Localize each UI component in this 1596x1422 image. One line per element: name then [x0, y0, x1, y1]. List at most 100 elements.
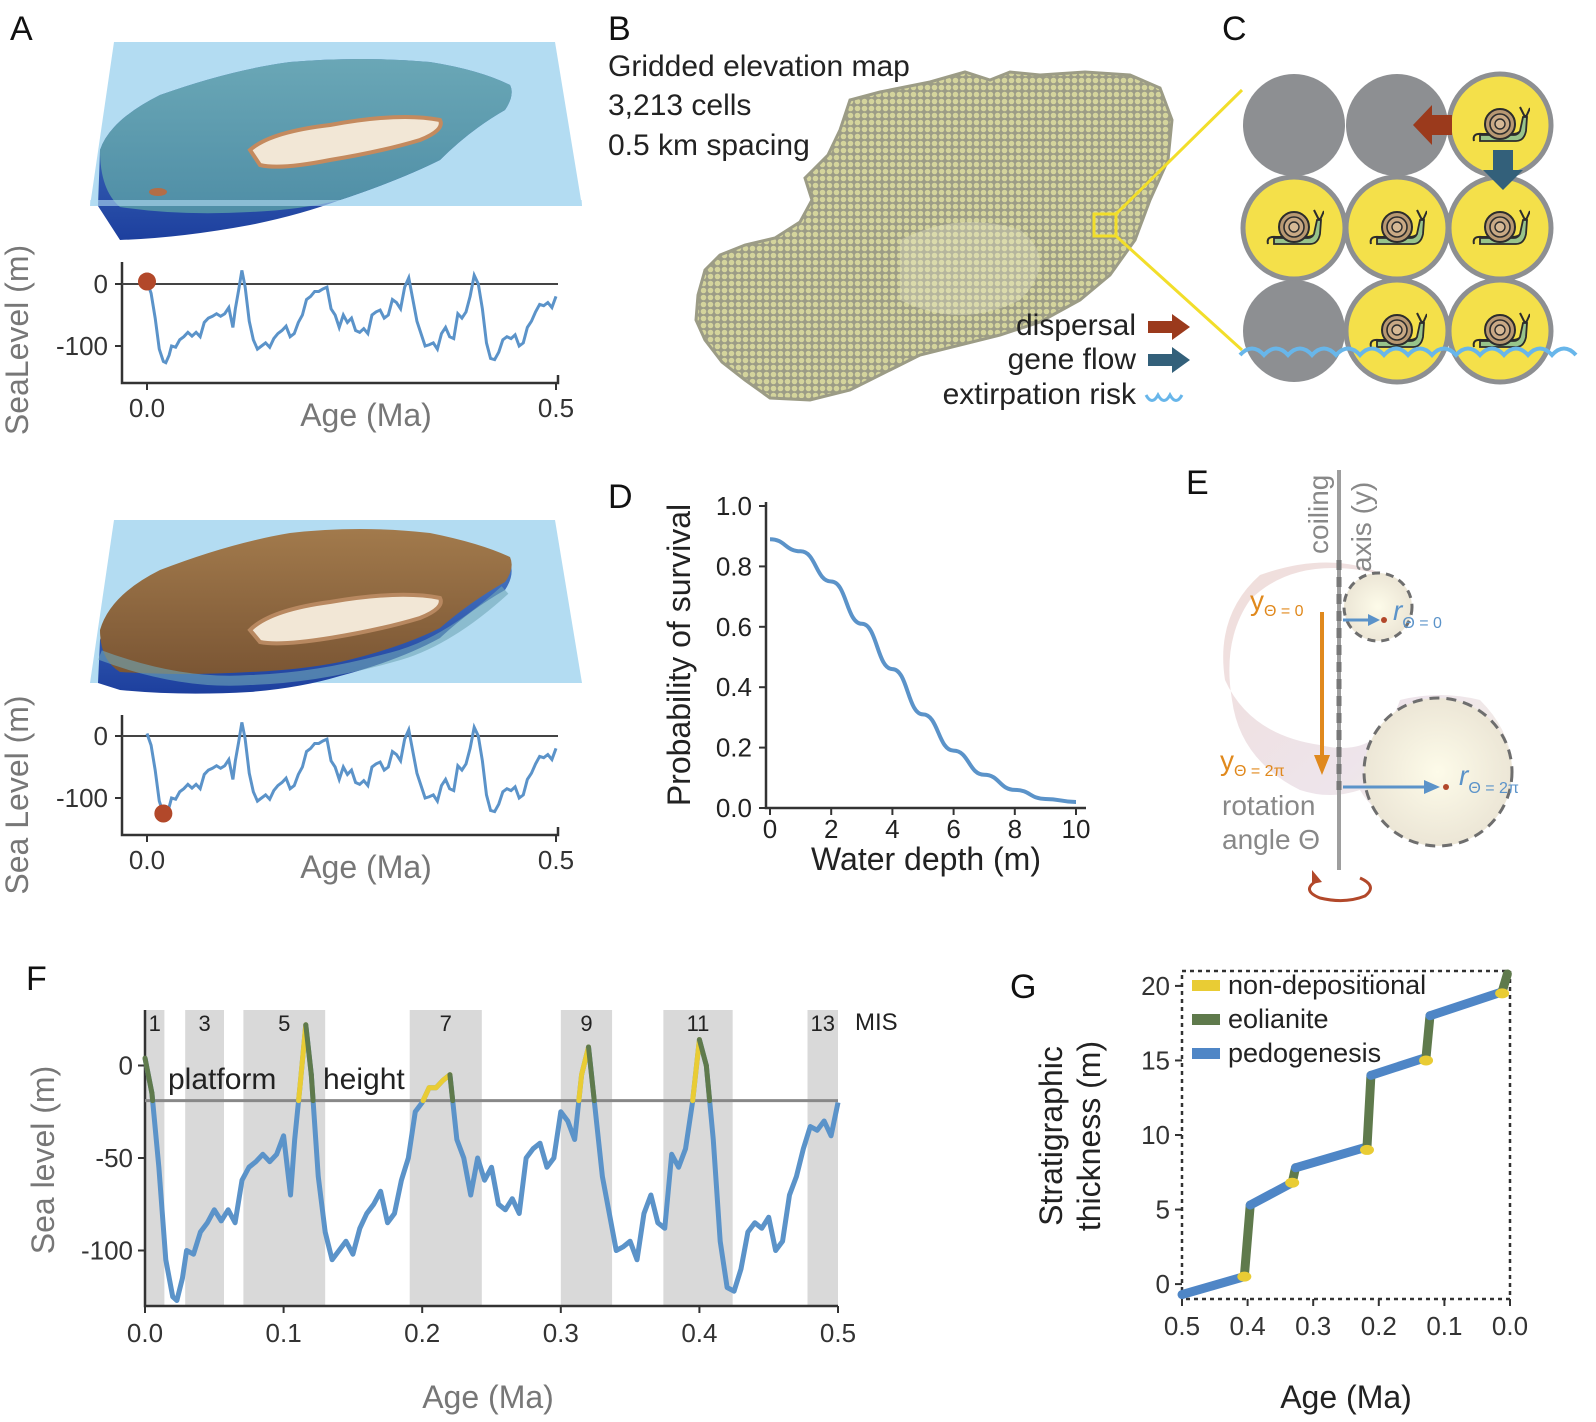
- extirpation-wave: [1238, 346, 1578, 358]
- sea-level-chart-bottom: 0 -100 0.0 0.5 Age (Ma) Sea Level (m): [0, 695, 574, 894]
- dispersal-arrow: [1413, 105, 1452, 145]
- g-ytick-label: 0: [1156, 1269, 1170, 1299]
- g-tick-group: 0.5 0.4 0.3 0.2 0.1 0.0 0 5 10 15 20: [1141, 971, 1528, 1341]
- e-r0-label: rΘ = 0: [1393, 595, 1442, 632]
- nondepositional-marker: [1237, 1271, 1252, 1282]
- gridded-island-map: [694, 70, 1174, 402]
- g-ytick-label: 20: [1141, 971, 1170, 1001]
- a-top-xtick-05: 0.5: [538, 393, 574, 423]
- brown-arrow-icon: [1148, 314, 1190, 340]
- empty-cell: [1243, 280, 1345, 382]
- mis-band-label: 7: [440, 1011, 452, 1036]
- mis-band: [807, 1010, 838, 1306]
- a-top-ytick-0: 0: [94, 269, 108, 299]
- e-rotation-line1: rotation: [1222, 790, 1315, 821]
- f-xtick-label: 0.1: [266, 1318, 302, 1348]
- panel-letter-f: F: [26, 960, 47, 998]
- e-y2pi-label: yΘ = 2π: [1220, 745, 1285, 780]
- e-rotation-line2: angle Θ: [1222, 824, 1320, 855]
- g-ylabel-2: thickness (m): [1071, 1041, 1107, 1231]
- panel-letter-c: C: [1222, 10, 1247, 48]
- above-platform-segment: [703, 1063, 713, 1104]
- above-platform-segment: [149, 1090, 156, 1104]
- mis-band-label: 3: [198, 1011, 210, 1036]
- a-bot-xlabel: Age (Ma): [300, 849, 432, 885]
- pedogenesis-segment: [1425, 987, 1507, 1021]
- panel-letter-e: E: [1186, 464, 1209, 502]
- d-xtick-label: 6: [946, 814, 960, 844]
- mis-band: [145, 1010, 165, 1306]
- cell-grid: [1240, 71, 1554, 385]
- d-ytick-label: 0.4: [716, 672, 752, 702]
- eolianite-segment: [1362, 1070, 1376, 1152]
- f-xtick-label: 0.2: [404, 1318, 440, 1348]
- mis-band-label: 9: [580, 1011, 592, 1036]
- f-ytick-label: -100: [81, 1236, 133, 1266]
- teal-arrow-icon: [1148, 347, 1190, 373]
- g-series-group: [1177, 969, 1512, 1300]
- f-xtick-label: 0.4: [681, 1318, 717, 1348]
- mis-band-label: 1: [149, 1011, 161, 1036]
- sea-level-chart-top: 0 -100 0.0 0.5 Age (Ma) SeaLevel (m): [0, 245, 574, 435]
- d-ytick-label: 0.8: [716, 551, 752, 581]
- pedogenesis-segment: [1245, 1178, 1297, 1210]
- mis-band: [409, 1010, 482, 1306]
- g-ylabel-1: Stratigraphic: [1033, 1046, 1069, 1226]
- pedogenesis-segment: [1177, 1272, 1249, 1300]
- f-sea-level-series: [142, 1022, 841, 1303]
- nondepositional-marker: [1419, 1055, 1434, 1066]
- mis-label: MIS: [855, 1009, 898, 1036]
- f-ytick-label: 0: [119, 1051, 133, 1081]
- g-ytick-label: 5: [1156, 1195, 1170, 1225]
- panel-a: A 0 -100 0.0 0.5 Age (Ma) SeaLevel (m): [0, 10, 582, 895]
- legend-swatch-pedogenesis: [1192, 1048, 1220, 1059]
- d-xlabel: Water depth (m): [811, 841, 1041, 877]
- above-platform-segment: [308, 1072, 316, 1104]
- eolianite-segment: [1239, 1200, 1255, 1282]
- a-bot-ytick-100: -100: [56, 783, 108, 813]
- e-y0-label: yΘ = 0: [1250, 585, 1304, 620]
- nondepositional-marker: [1359, 1144, 1374, 1155]
- mis-band: [185, 1010, 225, 1306]
- g-xtick-label: 0.3: [1295, 1311, 1331, 1341]
- f-xlabel: Age (Ma): [422, 1379, 554, 1415]
- eolianite-segment: [1421, 1011, 1435, 1062]
- gene-flow-arrow: [1483, 150, 1523, 190]
- a-top-ytick-100: -100: [56, 331, 108, 361]
- platform-label-2: height: [323, 1063, 405, 1096]
- d-xtick-label: 2: [824, 814, 838, 844]
- a-bot-xtick-0: 0.0: [129, 845, 165, 875]
- legend-extirpation-risk: extirpation risk: [943, 378, 1137, 411]
- f-xtick-label: 0.0: [127, 1318, 163, 1348]
- panel-letter-g: G: [1010, 968, 1036, 1006]
- island-render-bottom: [90, 520, 582, 694]
- panel-d: D 0 2 4 6 8 10 0.0 0.2 0.4 0.6 0.8 1.0 Water depth …: [608, 478, 1090, 877]
- d-ytick-label: 0.0: [716, 793, 752, 823]
- time-marker-dot: [138, 272, 156, 291]
- mis-band-label: 5: [278, 1011, 290, 1036]
- a-bot-ytick-0: 0: [94, 721, 108, 751]
- f-xtick-label: 0.3: [543, 1318, 579, 1348]
- legend-pedogenesis: pedogenesis: [1228, 1038, 1381, 1068]
- f-ylabel: Sea level (m): [25, 1066, 61, 1255]
- b-title-line-3: 0.5 km spacing: [608, 129, 810, 162]
- b-title-line-2: 3,213 cells: [608, 89, 751, 122]
- a-top-ylabel: SeaLevel (m): [0, 245, 35, 435]
- f-xtick-label: 0.5: [820, 1318, 856, 1348]
- g-xlabel: Age (Ma): [1280, 1379, 1412, 1415]
- d-tick-group: 0 2 4 6 8 10 0.0 0.2 0.4 0.6 0.8 1.0: [716, 491, 1091, 844]
- a-top-xlabel: Age (Ma): [300, 397, 432, 433]
- g-xtick-label: 0.0: [1492, 1311, 1528, 1341]
- above-platform-segment: [690, 1037, 702, 1104]
- panel-letter-a: A: [10, 10, 33, 48]
- aperture-theta-0: [1342, 571, 1414, 643]
- f-ytick-label: -50: [95, 1143, 133, 1173]
- d-xtick-label: 0: [763, 814, 777, 844]
- legend-eolianite: eolianite: [1228, 1004, 1329, 1034]
- b-title-line-1: Gridded elevation map: [608, 50, 910, 83]
- empty-cell: [1346, 74, 1448, 176]
- panel-letter-d: D: [608, 478, 633, 516]
- g-xtick-label: 0.4: [1230, 1311, 1266, 1341]
- sea-level-line: [142, 1022, 841, 1303]
